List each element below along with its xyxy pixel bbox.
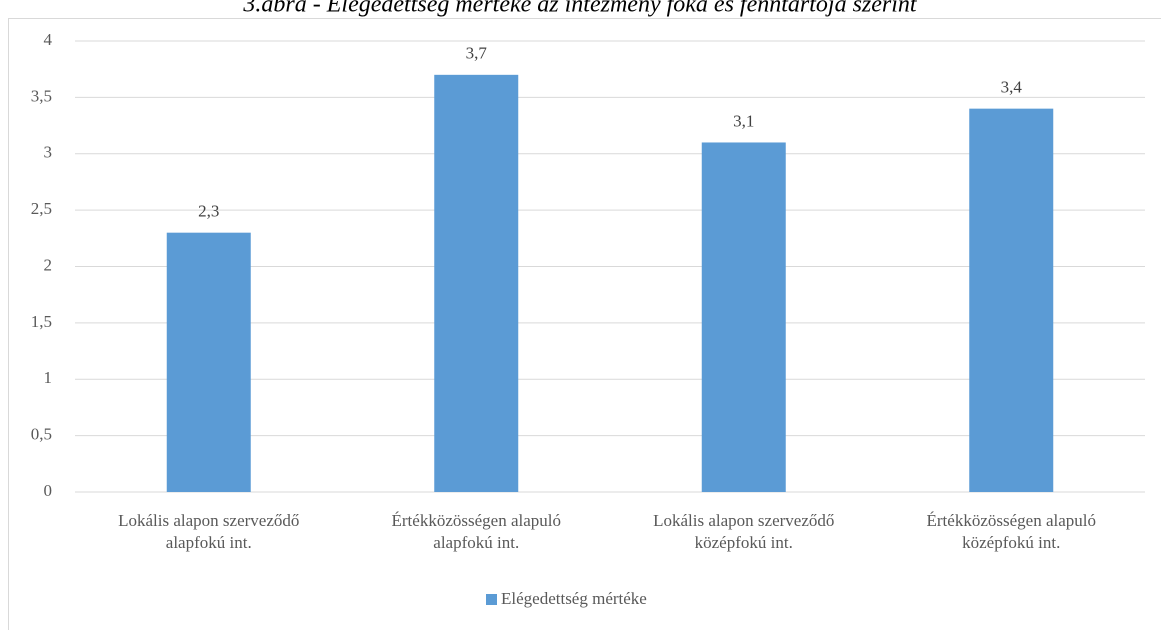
y-tick-label: 0 [44, 481, 53, 500]
chart-title: 3.ábra - Elégedettség mértéke az intézmé… [242, 0, 918, 18]
chart-frame [8, 18, 1161, 630]
y-tick-label: 3,5 [31, 86, 52, 105]
y-tick-label: 1,5 [31, 312, 52, 331]
x-tick-label: Lokális alapon szerveződő alapfokú int. [118, 511, 300, 552]
legend-label: Elégedettség mértéke [501, 589, 647, 608]
legend-swatch [486, 594, 497, 605]
bar [434, 74, 519, 492]
x-tick-label: Értékközösségen alapuló alapfokú int. [391, 511, 561, 552]
y-tick-label: 4 [44, 30, 53, 49]
y-tick-label: 2,5 [31, 199, 52, 218]
y-tick-label: 1 [44, 368, 53, 387]
x-tick-label: Értékközösségen alapuló középfokú int. [926, 511, 1096, 552]
y-tick-label: 0,5 [31, 425, 52, 444]
y-tick-label: 2 [44, 255, 53, 274]
value-label: 2,3 [198, 202, 219, 221]
bar [969, 108, 1054, 493]
bar [166, 232, 251, 493]
y-tick-label: 3 [44, 143, 53, 162]
value-label: 3,4 [1001, 78, 1023, 97]
value-label: 3,1 [733, 111, 754, 130]
value-label: 3,7 [466, 44, 488, 63]
title-band [0, 0, 1161, 18]
bar [701, 142, 786, 492]
x-tick-label: Lokális alapon szerveződő középfokú int. [653, 511, 835, 552]
